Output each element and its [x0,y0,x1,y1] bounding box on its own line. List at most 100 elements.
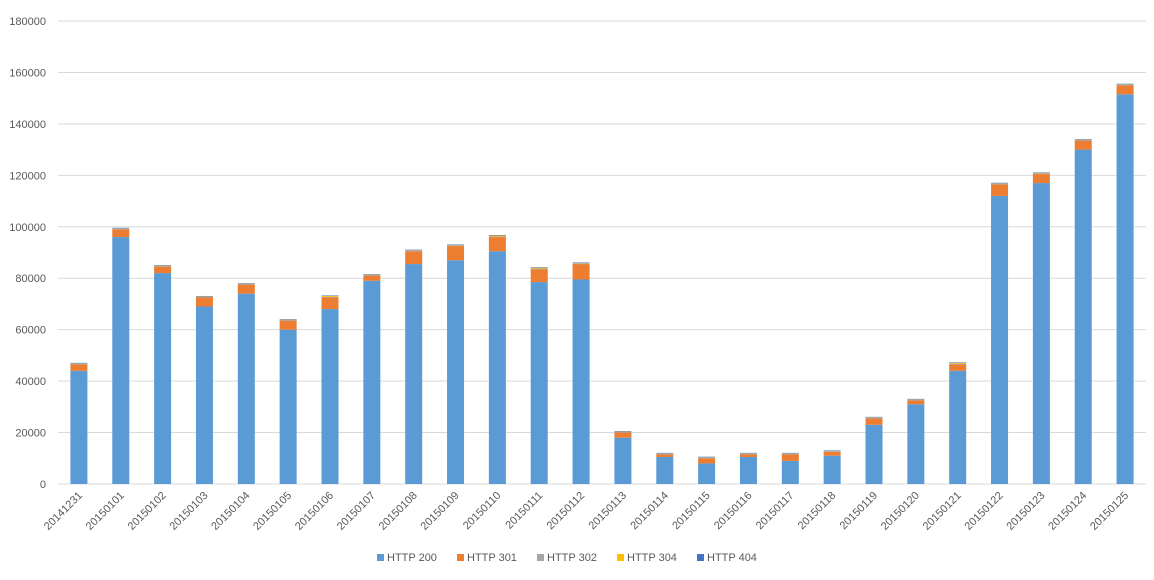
y-tick-label: 20000 [15,428,46,440]
bar-segment [447,245,464,246]
bar-segment [949,363,966,364]
y-tick-label: 140000 [9,119,46,131]
bar-segment [489,251,506,484]
bar-segment [866,417,883,418]
legend-label: HTTP 302 [547,552,597,564]
bar-segment [238,285,255,294]
bar-segment [1075,150,1092,484]
bar-segment [112,237,129,484]
x-tick-label: 20150108 [377,490,420,533]
bar-segment [280,319,297,320]
bar-segment [782,454,799,460]
x-tick-label: 20150120 [879,490,922,533]
bar-segment [238,283,255,284]
x-tick-label: 20150115 [670,490,713,533]
legend-swatch [377,554,384,561]
x-tick-label: 20150112 [545,490,588,533]
legend-swatch [617,554,624,561]
bar-segment [1117,85,1134,86]
bar-segment [656,454,673,455]
bar-segment [698,458,715,463]
bar-segment [405,264,422,484]
bar-segment [740,453,757,454]
bar-segment [196,307,213,484]
y-tick-label: 60000 [15,325,46,337]
bar-segment [614,433,631,438]
bar-segment [824,451,841,452]
bar-segment [70,364,87,365]
bar-segment [614,431,631,432]
bar-segment [782,453,799,454]
x-tick-label: 20150106 [293,490,336,533]
bar-segment [363,281,380,484]
bar-segment [866,418,883,424]
bar-segment [447,260,464,484]
x-tick-label: 20150121 [921,490,964,533]
bar-segment [196,296,213,297]
bar-segment [112,229,129,237]
bar-segment [238,284,255,285]
legend-label: HTTP 304 [627,552,677,564]
bar-segment [614,432,631,433]
bar-segment [322,309,339,484]
bar-segment [991,183,1008,184]
bar-segment [531,282,548,484]
bar-segment [280,321,297,330]
bar-segment [573,280,590,484]
bar-segment [740,454,757,455]
legend-swatch [457,554,464,561]
bar-segment [112,229,129,230]
bar-segment [824,456,841,484]
bar-segment [1075,139,1092,140]
bar-segment [698,458,715,459]
x-tick-label: 20150123 [1004,490,1047,533]
y-tick-label: 0 [40,479,46,491]
bar-segment [322,298,339,310]
bar-segment [447,245,464,246]
bar-segment [1117,85,1134,94]
bar-segment [991,184,1008,185]
bar-segment [531,268,548,269]
bar-segment [363,274,380,275]
x-tick-label: 20141231 [42,490,85,533]
bar-segment [489,235,506,236]
bar-segment [531,268,548,269]
bar-segment [447,246,464,260]
bar-segment [1033,173,1050,174]
bar-segment [698,463,715,484]
x-tick-label: 20150111 [503,490,545,532]
bar-segment [1033,174,1050,183]
bar-segment [112,228,129,229]
x-tick-label: 20150116 [712,490,755,533]
bar-segment [322,297,339,298]
bar-segment [70,371,87,484]
x-tick-label: 20150122 [963,490,1006,533]
x-tick-label: 20150104 [209,490,252,533]
x-tick-label: 20150102 [126,490,169,533]
legend-label: HTTP 200 [387,552,437,564]
y-tick-label: 180000 [9,16,46,28]
bar-segment [991,184,1008,196]
bar-segment [70,363,87,364]
bar-segment [949,364,966,370]
bar-segment [70,364,87,370]
bar-segment [363,276,380,281]
y-tick-label: 160000 [9,67,46,79]
bar-segment [405,251,422,264]
x-tick-label: 20150118 [796,490,839,533]
bar-segment [656,457,673,484]
bar-segment [782,454,799,455]
bar-segment [1033,173,1050,174]
x-tick-label: 20150119 [838,490,881,533]
bar-segment [322,296,339,297]
y-tick-label: 80000 [15,273,46,285]
bar-segment [949,362,966,363]
bar-segment [824,450,841,451]
x-tick-label: 20150114 [628,490,671,533]
x-tick-label: 20150101 [84,490,127,533]
x-tick-label: 20150125 [1088,490,1131,533]
bar-segment [489,236,506,237]
bar-segment [196,297,213,298]
bar-segment [238,294,255,484]
bar-segment [949,364,966,365]
